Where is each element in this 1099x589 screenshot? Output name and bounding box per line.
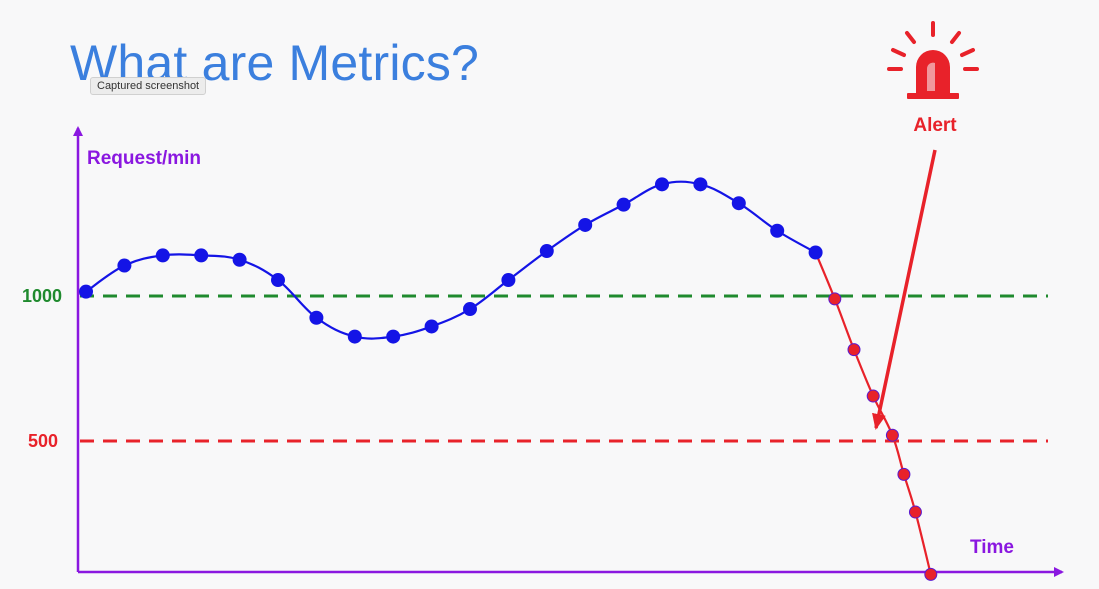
normal-data-point <box>655 177 669 192</box>
normal-data-point <box>194 248 209 263</box>
x-axis-label: Time <box>970 537 1014 558</box>
alert-data-point <box>924 567 938 581</box>
alert-data-point <box>866 389 880 403</box>
normal-data-point <box>79 284 93 299</box>
y-tick-label-500: 500 <box>28 431 58 451</box>
y-tick-label-1000: 1000 <box>22 286 62 306</box>
alert-data-point <box>828 292 842 306</box>
alert-arrow <box>872 149 937 430</box>
normal-data-point <box>463 302 477 317</box>
normal-data-point <box>232 252 247 267</box>
y-axis-label: Request/min <box>87 148 201 169</box>
normal-data-point <box>117 258 132 273</box>
normal-data-point <box>386 329 401 344</box>
alert-data-point <box>847 343 861 357</box>
normal-data-point <box>309 310 324 325</box>
alert-data-point <box>885 428 899 442</box>
normal-data-point <box>616 197 631 212</box>
normal-data-point <box>155 248 170 263</box>
normal-data-point <box>539 244 554 259</box>
normal-data-point <box>347 329 362 344</box>
alarm-siren-icon <box>887 21 979 99</box>
alert-data-point <box>897 467 911 481</box>
normal-data-point <box>693 177 708 192</box>
normal-data-point <box>271 273 285 288</box>
alert-label: Alert <box>913 115 957 136</box>
normal-data-point <box>731 196 746 211</box>
captured-screenshot-tooltip: Captured screenshot <box>90 77 207 95</box>
normal-data-point <box>770 223 785 238</box>
alert-data-point <box>908 505 922 519</box>
normal-data-point <box>424 319 439 334</box>
normal-data-point <box>578 217 593 232</box>
normal-data-point <box>501 273 516 288</box>
normal-series-line <box>85 180 817 340</box>
normal-data-point <box>808 245 823 260</box>
